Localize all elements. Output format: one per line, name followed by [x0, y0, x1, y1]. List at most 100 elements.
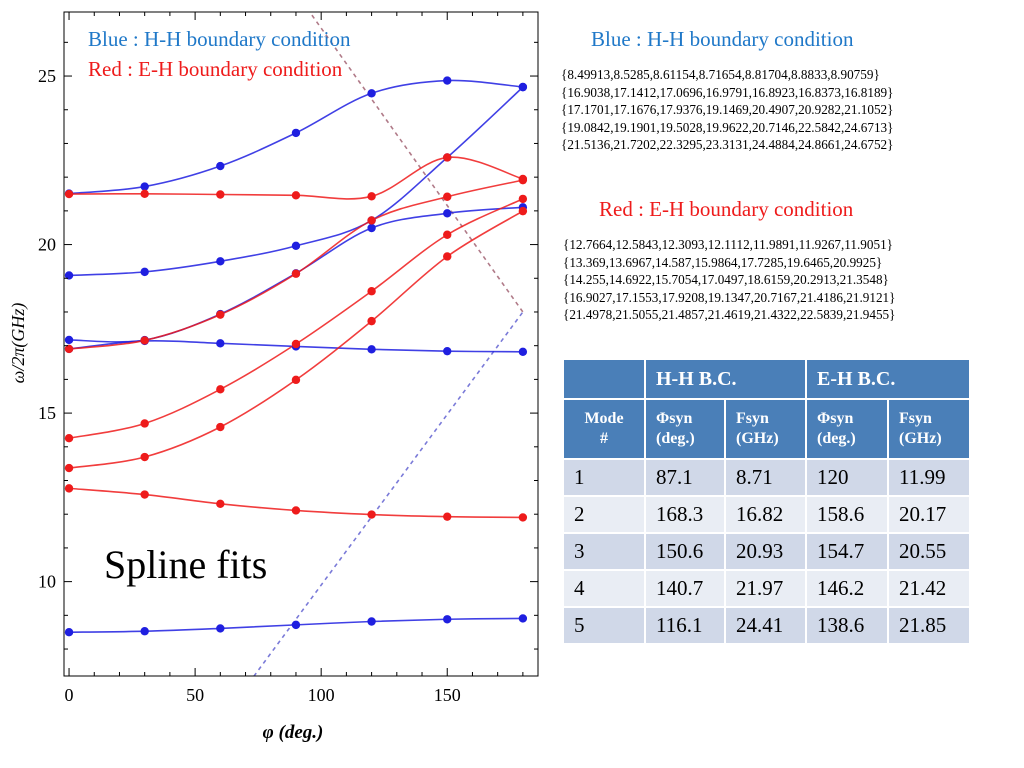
x-tick-label: 50 — [186, 685, 204, 705]
red-data-point — [64, 484, 74, 493]
blue-data-point — [518, 347, 528, 356]
table-cell: 8.71 — [724, 458, 807, 497]
blue-data-point — [216, 339, 225, 348]
red-data-point — [443, 153, 452, 162]
y-tick-label: 10 — [38, 572, 56, 592]
blue-data-point — [140, 627, 149, 636]
red-data-line: {14.255,14.6922,15.7054,17.0497,18.6159,… — [563, 272, 889, 288]
table-cell: 140.7 — [644, 569, 726, 608]
blue-data-point — [216, 161, 225, 171]
legend-red: Red : E-H boundary condition — [88, 57, 343, 81]
red-data-point — [291, 339, 301, 349]
table-cell: 120 — [805, 458, 889, 497]
table-cell: 20.17 — [887, 495, 971, 534]
blue-data-line: {16.9038,17.1412,17.0696,16.9791,16.8923… — [561, 84, 894, 100]
blue-data-point — [140, 182, 149, 191]
red-data-point — [64, 344, 74, 354]
red-data-point — [64, 434, 74, 443]
red-data-line: {12.7664,12.5843,12.3093,12.1112,11.9891… — [563, 237, 894, 252]
red-data-point — [291, 269, 301, 278]
red-data-point — [291, 506, 301, 515]
red-data-point — [518, 513, 528, 522]
blue-data-line: {19.0842,19.1901,19.5028,19.9622,20.7146… — [561, 119, 894, 135]
blue-data-point — [216, 624, 225, 633]
table-cell: 11.99 — [887, 458, 971, 497]
hh-freq-column-header: Fsyn (GHz) — [724, 398, 807, 460]
blue-data-point — [140, 267, 149, 277]
blue-data-point — [443, 346, 452, 356]
table-cell: 138.6 — [805, 606, 889, 645]
red-data-line: {21.4978,21.5055,21.4857,21.4619,21.4322… — [563, 307, 896, 323]
table-row: 5 116.1 24.41 138.6 21.85 — [562, 606, 971, 645]
table-row: 4 140.7 21.97 146.2 21.42 — [562, 569, 971, 608]
x-tick-label: 100 — [308, 685, 335, 705]
blue-heading: Blue : H-H boundary condition — [591, 27, 854, 51]
red-heading: Red : E-H boundary condition — [599, 197, 854, 221]
table-cell: 1 — [562, 458, 646, 497]
blue-data-point — [64, 271, 74, 280]
table-cell: 4 — [562, 569, 646, 608]
table-cell: 20.93 — [724, 532, 807, 571]
red-spline-curve — [68, 179, 524, 350]
plot-border — [63, 11, 539, 677]
blue-data-point — [518, 614, 528, 623]
dispersion-chart: 0 50 100 150 10 15 20 25 φ (deg.) ω/2π(GHz) Spl… — [8, 11, 539, 743]
red-data-point — [518, 194, 528, 204]
data-points — [64, 76, 528, 637]
table-cell: 146.2 — [805, 569, 889, 608]
red-data-line: {16.9027,17.1553,17.9208,19.1347,20.7167… — [563, 289, 896, 305]
table-cell: 154.7 — [805, 532, 889, 571]
table-cell: 21.97 — [724, 569, 807, 608]
red-data-point — [140, 336, 149, 345]
red-data-point — [518, 174, 528, 184]
blue-data-point — [367, 89, 376, 98]
red-data-point — [64, 189, 74, 199]
blue-data-point — [443, 209, 452, 218]
red-data-point — [216, 310, 225, 319]
table-cell: 3 — [562, 532, 646, 571]
blue-data-point — [367, 617, 376, 626]
eh-group-header: E-H B.C. — [805, 358, 971, 400]
red-spline-curve — [68, 198, 524, 439]
red-data-point — [216, 499, 225, 508]
table-cell: 20.55 — [887, 532, 971, 571]
red-data-point — [443, 512, 452, 521]
red-data-point — [443, 192, 452, 201]
table-cell: 16.82 — [724, 495, 807, 534]
eh-freq-column-header: Fsyn (GHz) — [887, 398, 971, 460]
red-data-point — [367, 316, 376, 326]
y-tick-label: 15 — [38, 403, 56, 423]
red-data-point — [216, 385, 225, 394]
red-data-point — [443, 230, 452, 239]
red-data-point — [140, 452, 149, 462]
red-data-point — [518, 206, 528, 216]
table-cell: 21.42 — [887, 569, 971, 608]
hh-group-header: H-H B.C. — [644, 358, 807, 400]
y-tick-label: 20 — [38, 235, 56, 255]
x-tick-label: 150 — [434, 685, 461, 705]
blue-data-point — [443, 76, 452, 85]
red-data-point — [291, 375, 301, 385]
table-corner-cell — [562, 358, 646, 400]
light-line — [308, 12, 524, 313]
table-cell: 24.41 — [724, 606, 807, 645]
light-lines — [253, 12, 524, 676]
red-data-point — [140, 189, 149, 199]
hh-phase-column-header: Φsyn (deg.) — [644, 398, 726, 460]
x-axis-label: φ (deg.) — [263, 722, 324, 743]
y-tick-label: 25 — [38, 66, 56, 86]
table-cell: 5 — [562, 606, 646, 645]
axis-ticks: 0 50 100 150 10 15 20 25 — [38, 12, 538, 705]
red-data-point — [367, 510, 376, 519]
red-data-line: {13.369,13.6967,14.587,15.9864,17.7285,1… — [563, 254, 883, 270]
legend-blue: Blue : H-H boundary condition — [88, 27, 351, 51]
blue-data-point — [216, 257, 225, 266]
table-cell: 87.1 — [644, 458, 726, 497]
mode-column-header: Mode # — [562, 398, 646, 460]
x-tick-label: 0 — [65, 685, 74, 705]
red-data-point — [443, 252, 452, 261]
blue-data-line: {17.1701,17.1676,17.9376,19.1469,20.4907… — [561, 102, 894, 118]
blue-data-line: {21.5136,21.7202,22.3295,23.3131,24.4884… — [561, 137, 894, 153]
blue-data-point — [367, 345, 376, 354]
table-row: 3 150.6 20.93 154.7 20.55 — [562, 532, 971, 571]
